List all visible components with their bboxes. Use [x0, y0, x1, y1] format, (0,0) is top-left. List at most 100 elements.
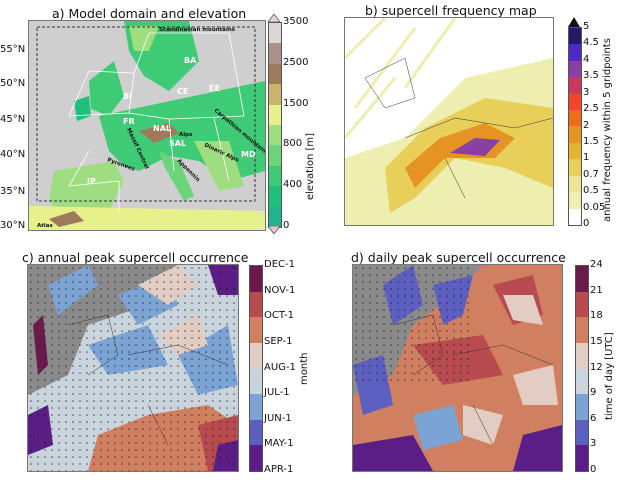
colorbar-tick: 1 [583, 152, 590, 164]
label-atlas: Atlas [37, 223, 53, 229]
label-scandinavian-mountains: Scandinavian mountains [159, 27, 236, 33]
colorbar-extend-bottom-icon [267, 226, 281, 234]
colorbar-band [250, 317, 262, 343]
region-ee: EE [209, 84, 220, 93]
region-bi: BI [123, 92, 132, 101]
colorbar-tick: 3500 [283, 16, 309, 27]
elevation-map-graphic: BA CE EE BI FR NAL SAL MD IP Scandinavia… [29, 21, 265, 230]
colorbar-tick: JUL-1 [264, 387, 290, 399]
time-of-day-colorbar-label: time of day [UTC] [604, 332, 615, 420]
supercell-frequency-map [344, 17, 554, 226]
colorbar-tick: 1500 [283, 97, 309, 109]
colorbar-band [576, 291, 588, 318]
colorbar-band [250, 291, 262, 318]
colorbar-tick: 0.5 [583, 185, 599, 197]
frequency-colorbar-label: annual frequency within 5 gridpoints [602, 38, 613, 222]
colorbar-tick: 2500 [283, 56, 309, 68]
colorbar-tick: 0 [583, 218, 590, 229]
panel-b-title: b) supercell frequency map [365, 3, 537, 18]
latitude-tick: 40°N [0, 149, 26, 160]
colorbar-band [569, 44, 581, 61]
colorbar-band [569, 27, 581, 45]
colorbar-tick: 800 [283, 138, 303, 150]
colorbar-tick: AUG-1 [264, 361, 296, 373]
colorbar-band [269, 63, 281, 85]
latitude-tick: 35°N [0, 186, 26, 197]
colorbar-band [250, 266, 262, 292]
month-colorbar [249, 265, 263, 472]
colorbar-tick: 18 [590, 310, 603, 322]
colorbar-tick: 5 [583, 21, 590, 32]
colorbar-band [250, 419, 262, 446]
colorbar-tick: 3 [590, 438, 597, 450]
colorbar-band [576, 419, 588, 446]
panel-c-title: c) annual peak supercell occurrence [22, 250, 249, 265]
colorbar-tick: 2.5 [583, 103, 599, 115]
colorbar-band [569, 77, 581, 94]
colorbar-tick: OCT-1 [264, 310, 295, 322]
colorbar-band [576, 394, 588, 420]
colorbar-band [576, 342, 588, 369]
colorbar-tick: 4 [583, 53, 590, 65]
colorbar-band [269, 104, 281, 125]
region-fr: FR [123, 117, 135, 126]
colorbar-tick: APR-1 [264, 464, 294, 475]
colorbar-band [576, 317, 588, 343]
region-nal: NAL [153, 124, 171, 133]
colorbar-tick: 400 [283, 179, 303, 191]
colorbar-band [250, 445, 262, 471]
colorbar-band [250, 342, 262, 369]
colorbar-tick: 0 [283, 220, 290, 231]
colorbar-tick: 12 [590, 361, 603, 373]
colorbar-tick: 2 [583, 119, 590, 131]
label-alps: Alps [179, 132, 193, 138]
colorbar-tick: SEP-1 [264, 335, 293, 347]
colorbar-band [269, 124, 281, 146]
colorbar-tick: MAY-1 [264, 438, 294, 450]
colorbar-band [269, 206, 281, 227]
daily-peak-map-graphic [353, 265, 562, 471]
colorbar-band [569, 142, 581, 160]
colorbar-band [269, 145, 281, 166]
colorbar-band [569, 93, 581, 111]
region-ba: BA [184, 56, 197, 65]
month-colorbar-label: month [299, 352, 310, 385]
colorbar-tick: DEC-1 [264, 259, 295, 270]
colorbar-tick: 15 [590, 335, 603, 347]
elevation-colorbar-label: elevation [m] [305, 132, 316, 200]
colorbar-band [569, 208, 581, 225]
latitude-tick: 55°N [0, 44, 26, 55]
colorbar-band [569, 110, 581, 127]
frequency-colorbar [568, 27, 582, 226]
region-ce: CE [177, 87, 188, 96]
colorbar-band [576, 266, 588, 292]
colorbar-tick: 3.5 [583, 70, 599, 82]
time-of-day-colorbar [575, 265, 589, 472]
colorbar-band [250, 394, 262, 420]
colorbar-tick: 4.5 [583, 37, 599, 49]
colorbar-band [576, 368, 588, 395]
colorbar-band [250, 368, 262, 395]
colorbar-tick: 0 [590, 464, 597, 475]
colorbar-band [576, 445, 588, 471]
colorbar-band [569, 126, 581, 143]
latitude-tick: 50°N [0, 78, 26, 89]
panel-d-title: d) daily peak supercell occurrence [351, 250, 566, 265]
colorbar-tick: 6 [590, 412, 597, 424]
panel-a-title: a) Model domain and elevation [52, 6, 247, 21]
elevation-colorbar [268, 22, 282, 228]
colorbar-tick: 3 [583, 86, 590, 98]
colorbar-tick: 0.7 [583, 168, 599, 180]
colorbar-tick: 0.05 [583, 201, 606, 213]
colorbar-tick: NOV-1 [264, 284, 296, 296]
region-ip: IP [87, 177, 96, 186]
colorbar-tick: JUN-1 [264, 412, 292, 424]
colorbar-tick: 1.5 [583, 135, 599, 147]
colorbar-band [569, 192, 581, 209]
latitude-tick: 45°N [0, 114, 26, 125]
colorbar-band [269, 43, 281, 64]
elevation-map: BA CE EE BI FR NAL SAL MD IP Scandinavia… [28, 20, 266, 231]
annual-peak-map [27, 264, 239, 472]
colorbar-band [569, 175, 581, 193]
latitude-tick: 30°N [0, 220, 26, 231]
